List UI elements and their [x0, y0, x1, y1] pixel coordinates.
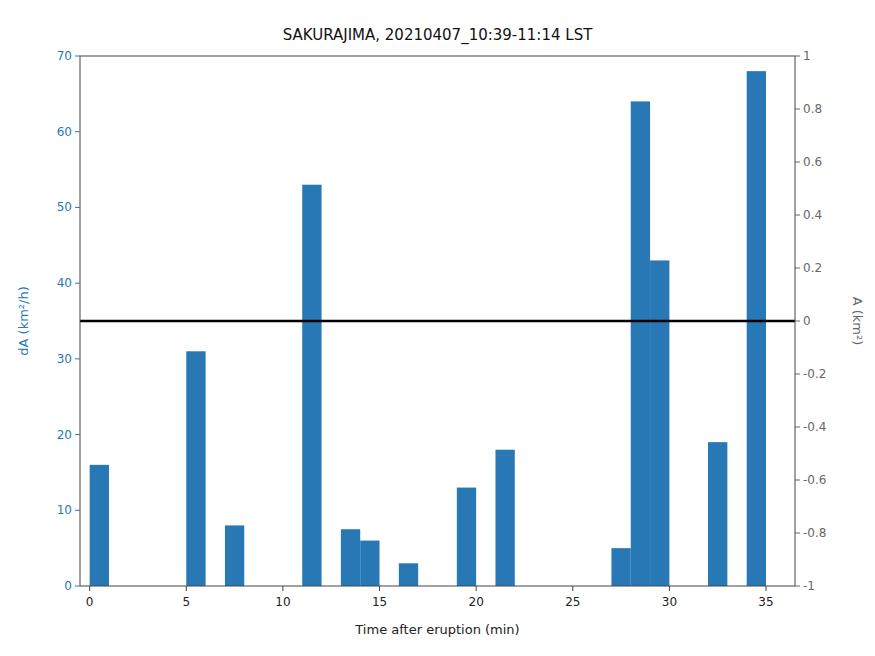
y-tick-label: 50 — [57, 200, 72, 214]
x-tick — [89, 586, 90, 591]
y-tick — [75, 586, 80, 587]
chart-svg: 05101520253035Time after eruption (min)0… — [0, 0, 875, 656]
x-tick-label: 20 — [469, 595, 484, 609]
y2-tick-label: 0.4 — [803, 208, 822, 222]
x-axis: 0 5 10 15 20 25 30 35 Time after eruption (min) — [86, 586, 774, 637]
y-tick — [75, 283, 80, 284]
y2-tick-label: -0.2 — [803, 367, 826, 381]
y2-tick — [795, 427, 800, 428]
y2-tick-label: -0.4 — [803, 420, 826, 434]
y2-tick — [795, 268, 800, 269]
bar — [399, 563, 418, 586]
y2-axis: -1 -0.8 -0.6 -0.4 -0.2 0 0.2 0.4 0.6 0.8 1 A (km²) — [795, 49, 865, 593]
y2-tick — [795, 533, 800, 534]
y2-tick-label: 1 — [803, 49, 811, 63]
x-tick-label: 0 — [86, 595, 94, 609]
x-tick — [476, 586, 477, 591]
y-tick-label: 10 — [57, 503, 72, 517]
x-tick — [282, 586, 283, 591]
y2-tick-label: -0.6 — [803, 473, 826, 487]
y2-tick-label: 0 — [803, 314, 811, 328]
y2-tick — [795, 215, 800, 216]
y2-tick-label: 0.8 — [803, 102, 822, 116]
y2-tick — [795, 586, 800, 587]
x-tick-label: 5 — [182, 595, 190, 609]
x-tick-label: 35 — [758, 595, 773, 609]
bar — [341, 529, 360, 586]
y-tick — [75, 358, 80, 359]
y-tick-label: 20 — [57, 428, 72, 442]
y-tick-label: 30 — [57, 352, 72, 366]
x-tick-label: 30 — [662, 595, 677, 609]
y-tick-label: 40 — [57, 276, 72, 290]
y2-tick-label: 0.2 — [803, 261, 822, 275]
y2-axis-label: A (km²) — [850, 297, 865, 346]
y2-tick — [795, 109, 800, 110]
y-tick — [75, 434, 80, 435]
bar — [457, 488, 476, 586]
x-tick — [572, 586, 573, 591]
y-tick — [75, 510, 80, 511]
x-tick — [669, 586, 670, 591]
y-tick-label: 70 — [57, 49, 72, 63]
y2-tick — [795, 56, 800, 57]
x-axis-label: Time after eruption (min) — [354, 622, 519, 637]
bar — [360, 541, 379, 586]
y-axis: 0 10 20 30 40 50 60 70 dA (km²/h) — [16, 49, 80, 593]
bar — [225, 525, 244, 586]
x-tick — [766, 586, 767, 591]
y2-tick-label: -0.8 — [803, 526, 826, 540]
bar — [186, 351, 205, 586]
y2-tick — [795, 162, 800, 163]
y2-tick — [795, 480, 800, 481]
bar — [90, 465, 109, 586]
bar — [495, 450, 514, 586]
bar — [650, 260, 669, 586]
x-tick-label: 15 — [372, 595, 387, 609]
bar — [708, 442, 727, 586]
y2-tick-label: -1 — [803, 579, 815, 593]
y-tick — [75, 131, 80, 132]
plot-frame — [80, 56, 795, 586]
y-tick — [75, 207, 80, 208]
chart-title: SAKURAJIMA, 20210407_10:39-11:14 LST — [283, 26, 593, 45]
x-tick-label: 10 — [275, 595, 290, 609]
y-tick — [75, 56, 80, 57]
x-tick — [379, 586, 380, 591]
y2-tick-label: 0.6 — [803, 155, 822, 169]
bars — [80, 71, 795, 586]
x-tick — [186, 586, 187, 591]
bar — [747, 71, 766, 586]
chart-container: 05101520253035Time after eruption (min)0… — [0, 0, 875, 656]
x-tick-label: 25 — [565, 595, 580, 609]
y-axis-label: dA (km²/h) — [16, 286, 31, 355]
y-tick-label: 60 — [57, 125, 72, 139]
bar — [611, 548, 630, 586]
y-tick-label: 0 — [64, 579, 72, 593]
y2-tick — [795, 321, 800, 322]
bar — [631, 101, 650, 586]
bar — [302, 185, 321, 586]
reference-line — [80, 320, 795, 323]
y2-tick — [795, 374, 800, 375]
